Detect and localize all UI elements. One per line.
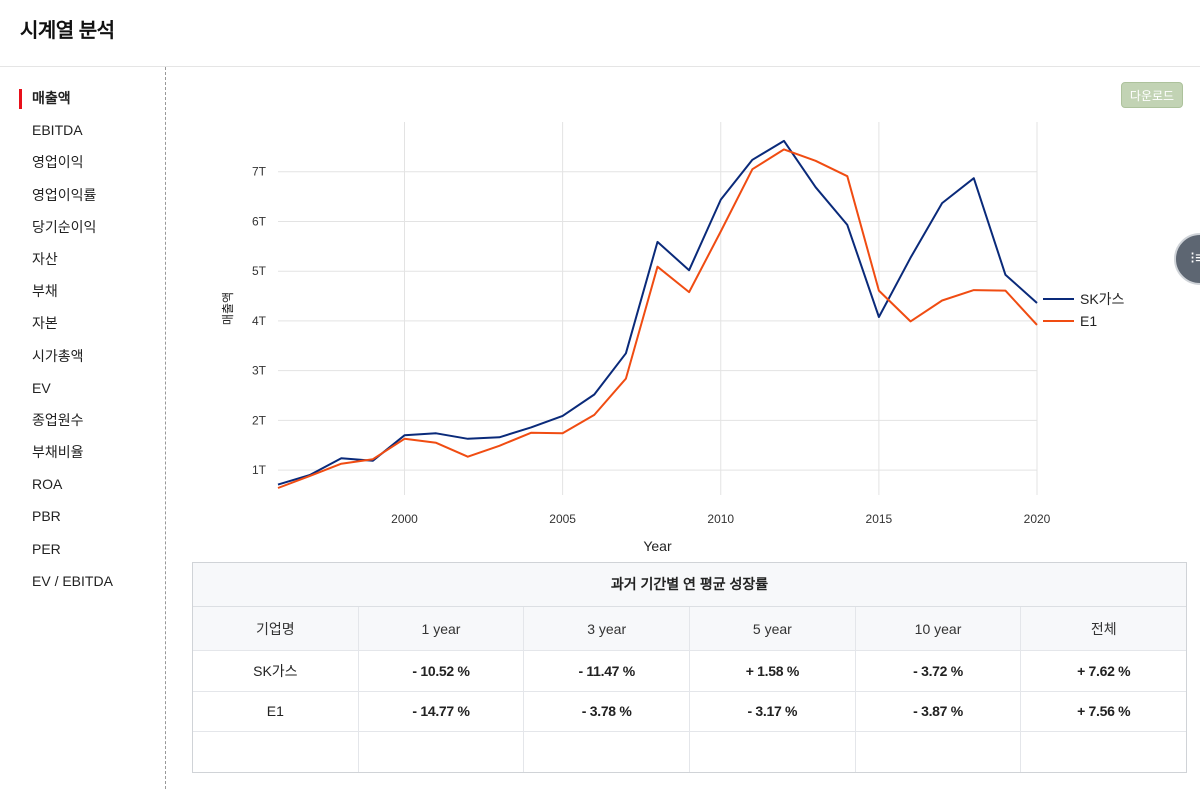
- y-tick-label: 2T: [252, 413, 267, 427]
- sidebar-item-equity[interactable]: 자본: [32, 315, 58, 332]
- growth-value-cell: - 3.17 %: [690, 691, 856, 731]
- sidebar-item-net-income[interactable]: 당기순이익: [32, 218, 97, 235]
- sidebar-item-employees[interactable]: 종업원수: [32, 411, 84, 428]
- y-tick-label: 1T: [252, 463, 267, 477]
- growth-value-cell: - 14.77 %: [359, 691, 525, 731]
- empty-cell: [690, 732, 856, 772]
- series-line-skgas: [277, 139, 1038, 486]
- download-button[interactable]: 다운로드: [1121, 82, 1183, 108]
- list-menu-button[interactable]: ⁝≡: [1174, 233, 1200, 285]
- table-row: E1 - 14.77 % - 3.78 % - 3.17 % - 3.87 % …: [193, 691, 1186, 732]
- empty-cell: [193, 732, 359, 772]
- metric-sidebar: 매출액 EBITDA 영업이익 영업이익률 당기순이익 자산 부채 자본 시가총…: [0, 82, 165, 597]
- company-name-cell: E1: [193, 691, 359, 731]
- sidebar-item-market-cap[interactable]: 시가총액: [32, 347, 84, 364]
- growth-value-cell: - 3.72 %: [856, 651, 1022, 691]
- header-cell: 1 year: [359, 607, 525, 650]
- table-row: SK가스 - 10.52 % - 11.47 % + 1.58 % - 3.72…: [193, 651, 1186, 692]
- sidebar-item-debt-ratio[interactable]: 부채비율: [32, 444, 84, 461]
- header-cell: 전체: [1090, 620, 1117, 637]
- growth-value-cell: + 7.62 %: [1077, 662, 1131, 679]
- legend-label: SK가스: [1080, 291, 1125, 307]
- growth-value-cell: - 11.47 %: [524, 651, 691, 691]
- y-tick-label: 5T: [252, 264, 267, 278]
- growth-value-cell: + 1.58 %: [690, 651, 856, 691]
- sidebar-item-roa[interactable]: ROA: [32, 476, 63, 493]
- header-divider: [0, 66, 1200, 67]
- growth-value-cell: - 3.78 %: [524, 691, 691, 731]
- header-cell: 5 year: [690, 607, 856, 650]
- sidebar-item-ev-ebitda[interactable]: EV / EBITDA: [32, 572, 113, 589]
- x-tick-label: 2005: [549, 512, 576, 526]
- empty-cell: [524, 732, 691, 772]
- y-axis-title: 매출액: [221, 292, 235, 325]
- y-tick-label: 4T: [252, 314, 267, 328]
- legend-label: E1: [1080, 313, 1097, 329]
- sidebar-item-pbr[interactable]: PBR: [32, 508, 61, 525]
- sidebar-item-revenue[interactable]: 매출액: [0, 82, 165, 114]
- sidebar-item-operating-profit[interactable]: 영업이익: [32, 154, 84, 171]
- sidebar-item-assets[interactable]: 자산: [32, 250, 58, 267]
- list-icon: ⁝≡: [1190, 250, 1200, 267]
- empty-cell: [856, 732, 1022, 772]
- x-tick-label: 2020: [1024, 512, 1051, 526]
- growth-value-cell: - 3.87 %: [856, 691, 1022, 731]
- header-cell: 기업명: [193, 607, 359, 650]
- header-cell: 10 year: [856, 607, 1022, 650]
- x-tick-label: 2015: [866, 512, 893, 526]
- growth-table-caption: 과거 기간별 연 평균 성장률: [193, 563, 1186, 607]
- sidebar-item-ev[interactable]: EV: [32, 379, 51, 396]
- empty-cell: [1021, 732, 1186, 772]
- revenue-line-chart: 1T 2T 3T 4T 5T 6T 7T 2000 2005 2010 2015 2020 Year 매출…: [221, 122, 1125, 554]
- growth-value-cell: - 10.52 %: [359, 651, 525, 691]
- growth-rate-table: 과거 기간별 연 평균 성장률 기업명 1 year 3 year 5 year…: [192, 562, 1187, 773]
- sidebar-item-ebitda[interactable]: EBITDA: [32, 122, 83, 139]
- header-cell: 3 year: [524, 607, 691, 650]
- y-tick-label: 3T: [252, 364, 267, 378]
- y-tick-label: 7T: [252, 165, 267, 179]
- x-tick-label: 2000: [391, 512, 418, 526]
- series-line-e1: [277, 148, 1038, 489]
- company-name-cell: SK가스: [193, 651, 359, 691]
- page-title: 시계열 분석: [20, 20, 115, 42]
- sidebar-divider: [165, 67, 166, 789]
- sidebar-item-per[interactable]: PER: [32, 540, 61, 557]
- x-axis-title: Year: [643, 538, 672, 554]
- table-row-empty: [193, 732, 1186, 772]
- growth-table-header: 기업명 1 year 3 year 5 year 10 year 전체: [193, 607, 1186, 651]
- x-tick-label: 2010: [707, 512, 734, 526]
- sidebar-item-operating-margin[interactable]: 영업이익률: [32, 186, 97, 203]
- empty-cell: [359, 732, 525, 772]
- growth-value-cell: + 7.56 %: [1077, 703, 1131, 720]
- sidebar-item-liabilities[interactable]: 부채: [32, 283, 58, 300]
- y-tick-label: 6T: [252, 214, 267, 228]
